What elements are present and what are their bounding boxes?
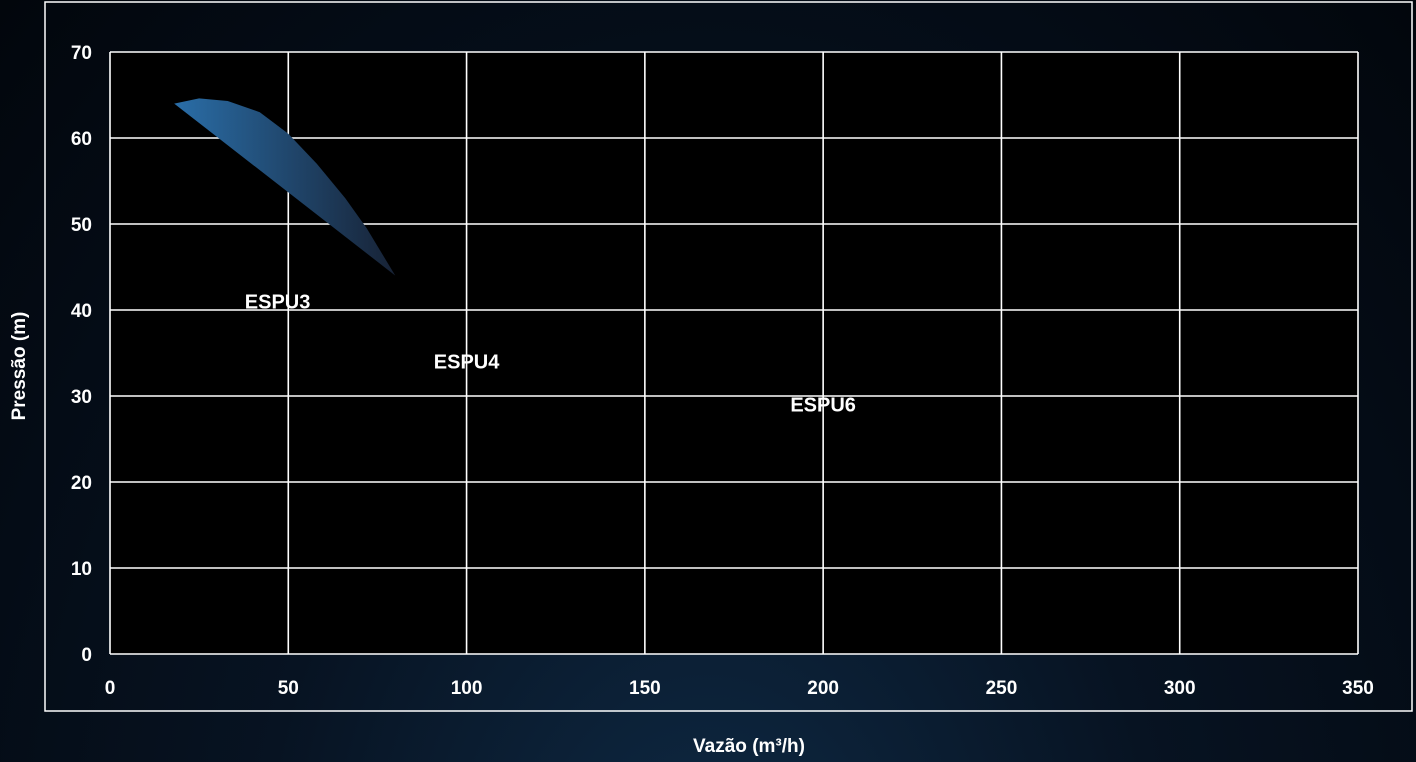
x-axis-title: Vazão (m³/h) [693, 736, 805, 757]
grid [109, 51, 1359, 655]
chart-frame [44, 1, 1413, 712]
y-tick-label-6: 60 [71, 129, 92, 150]
y-tick-label-2: 20 [71, 473, 92, 494]
x-tick-label-4: 200 [807, 678, 839, 699]
y-tick-label-0: 0 [81, 645, 92, 666]
x-tick-label-7: 350 [1342, 678, 1374, 699]
y-tick-label-7: 70 [71, 43, 92, 64]
operating-regions [174, 98, 396, 276]
y-tick-label-5: 50 [71, 215, 92, 236]
region-label-espu4: ESPU4 [434, 352, 500, 374]
y-axis-title: Pressão (m) [9, 312, 30, 421]
region-label-espu3: ESPU3 [245, 291, 311, 313]
x-tick-label-6: 300 [1164, 678, 1196, 699]
x-tick-label-3: 150 [629, 678, 661, 699]
x-tick-label-2: 100 [451, 678, 483, 699]
x-tick-label-1: 50 [278, 678, 299, 699]
region-espu3 [174, 98, 396, 276]
region-labels: ESPU3 ESPU4 ESPU6 [245, 291, 856, 416]
y-tick-label-3: 30 [71, 387, 92, 408]
y-axis-ticks: 0 10 20 30 40 50 60 70 [71, 43, 92, 666]
x-axis-ticks: 0 50 100 150 200 250 300 350 [105, 678, 1374, 699]
plot-area [110, 52, 1358, 654]
x-tick-label-0: 0 [105, 678, 116, 699]
y-tick-label-1: 10 [71, 559, 92, 580]
y-tick-label-4: 40 [71, 301, 92, 322]
x-tick-label-5: 250 [986, 678, 1018, 699]
region-label-espu6: ESPU6 [790, 395, 856, 417]
